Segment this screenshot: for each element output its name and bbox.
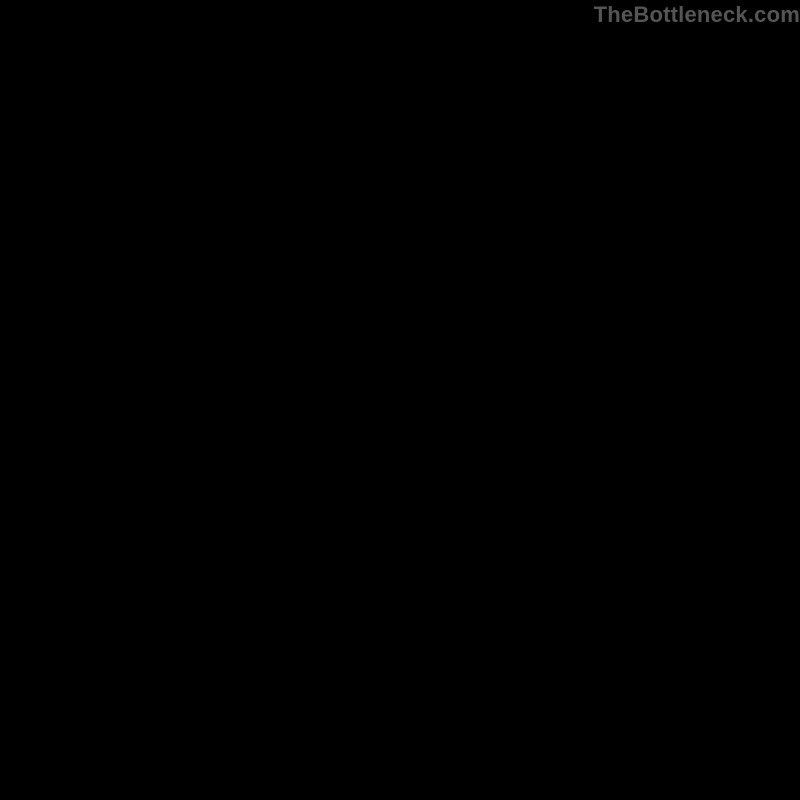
watermark-text: TheBottleneck.com — [594, 2, 800, 28]
crosshair-horizontal-line — [35, 322, 760, 323]
crosshair-vertical-line — [314, 30, 315, 770]
crosshair-marker-dot — [308, 316, 320, 328]
heatmap-plot-area — [35, 30, 760, 770]
bottleneck-heatmap — [35, 30, 760, 770]
